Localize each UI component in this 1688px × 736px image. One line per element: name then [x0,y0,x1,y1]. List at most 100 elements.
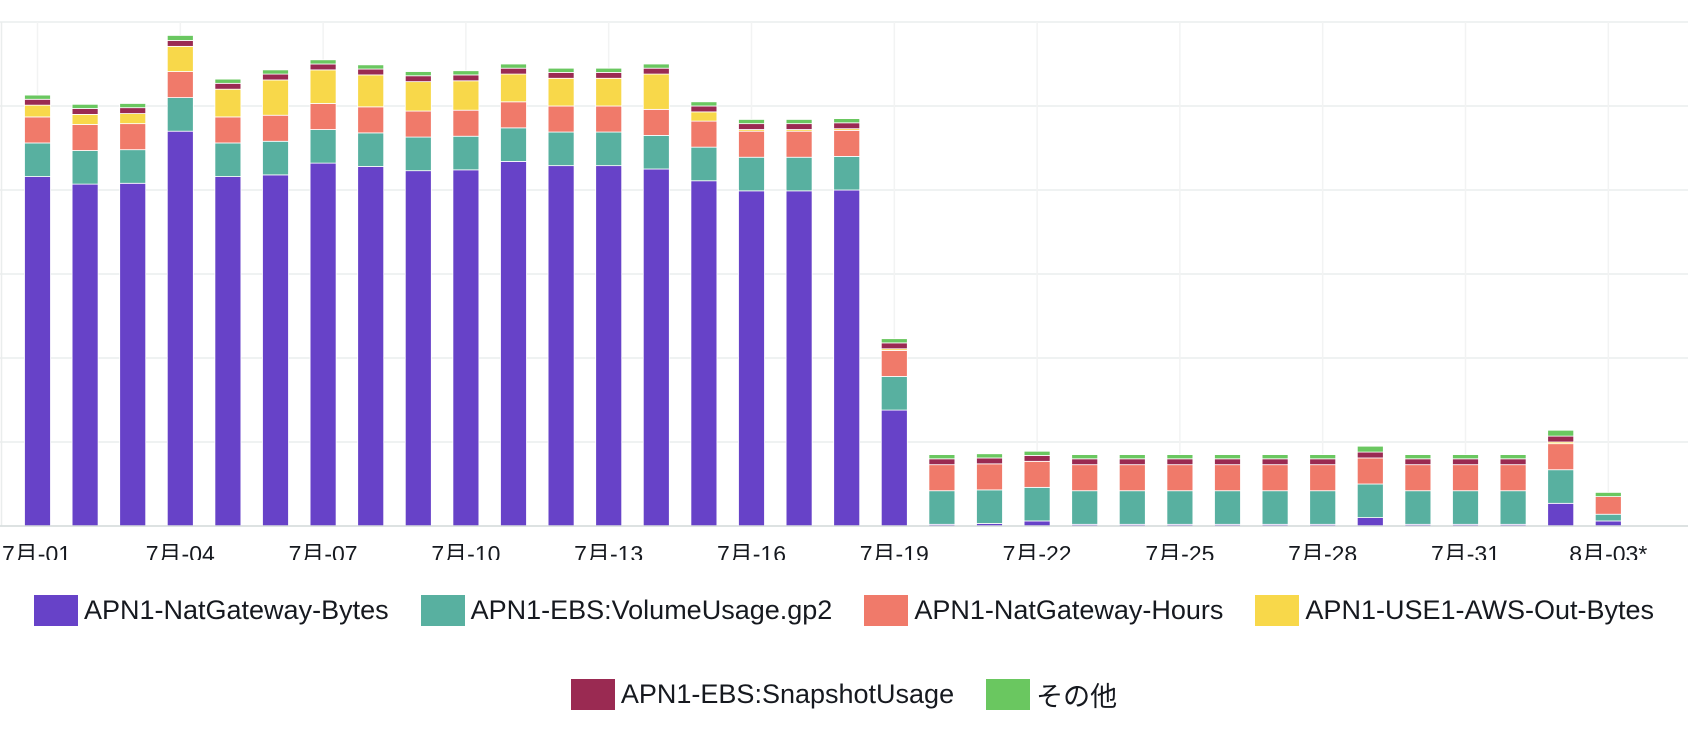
legend-item-ebs-snapshotusage[interactable]: APN1-EBS:SnapshotUsage [570,679,954,710]
bar-segment-apn1-use1-aws-out-bytes[interactable] [357,74,385,108]
bar-segment-[interactable] [1499,454,1527,460]
bar-segment-apn1-natgateway-hours[interactable] [119,123,147,151]
bar-stack[interactable] [119,103,147,527]
bar-segment-apn1-use1-aws-out-bytes[interactable] [547,77,575,107]
bar-segment-apn1-ebs-snapshotusage[interactable] [738,123,765,130]
bar-segment-apn1-natgateway-hours[interactable] [1452,464,1479,492]
bar-stack[interactable] [262,69,289,527]
legend-item-other[interactable]: その他 [986,675,1117,714]
bar-segment-[interactable] [357,64,385,70]
bar-segment-apn1-ebs-snapshotusage[interactable] [357,68,385,76]
bar-segment-[interactable] [404,71,432,77]
bar-segment-[interactable] [1547,429,1575,437]
bar-segment-[interactable] [928,454,956,460]
bar-segment-apn1-ebs-volumeusage-gp2[interactable] [1071,490,1099,525]
bar-segment-apn1-natgateway-hours[interactable] [1499,464,1527,492]
bar-stack[interactable] [595,67,623,527]
bar-segment-[interactable] [1452,454,1479,460]
bar-segment-[interactable] [547,67,575,73]
legend-item-ebs-volumeusage-gp2[interactable]: APN1-EBS:VolumeUsage.gp2 [420,595,832,626]
bar-segment-apn1-natgateway-bytes[interactable] [595,165,623,527]
bar-segment-apn1-natgateway-hours[interactable] [1356,457,1384,485]
bar-segment-apn1-natgateway-bytes[interactable] [1356,517,1384,527]
bar-segment-apn1-ebs-volumeusage-gp2[interactable] [1261,490,1289,525]
bar-segment-apn1-ebs-snapshotusage[interactable] [119,107,147,114]
bar-segment-apn1-ebs-snapshotusage[interactable] [1214,458,1241,466]
bar-segment-apn1-use1-aws-out-bytes[interactable] [166,45,194,72]
bar-segment-apn1-ebs-volumeusage-gp2[interactable] [1118,490,1146,525]
bar-stack[interactable] [71,103,99,527]
bar-segment-apn1-ebs-volumeusage-gp2[interactable] [1309,490,1337,525]
bar-segment-apn1-natgateway-bytes[interactable] [71,183,99,527]
bar-segment-[interactable] [1214,454,1241,460]
bar-segment-apn1-ebs-volumeusage-gp2[interactable] [1452,490,1479,525]
bar-stack[interactable] [214,78,242,527]
bar-stack[interactable] [404,71,432,527]
bar-segment-apn1-natgateway-hours[interactable] [357,106,385,134]
bar-stack[interactable] [1356,445,1384,527]
bar-segment-apn1-ebs-snapshotusage[interactable] [1404,458,1432,466]
bar-segment-apn1-natgateway-hours[interactable] [1023,460,1051,488]
bar-segment-apn1-ebs-volumeusage-gp2[interactable] [262,140,289,176]
bar-segment-apn1-natgateway-bytes[interactable] [1547,502,1575,527]
bar-stack[interactable] [547,67,575,527]
bar-segment-apn1-ebs-volumeusage-gp2[interactable] [500,127,527,162]
bar-segment-apn1-ebs-snapshotusage[interactable] [976,457,1003,465]
bar-segment-[interactable] [738,119,765,125]
bar-segment-[interactable] [690,101,718,107]
bar-segment-apn1-natgateway-bytes[interactable] [547,165,575,527]
bar-segment-apn1-ebs-volumeusage-gp2[interactable] [309,129,337,164]
bar-segment-[interactable] [1166,454,1194,460]
bar-segment-apn1-natgateway-hours[interactable] [1309,464,1337,492]
bar-stack[interactable] [833,118,861,527]
bar-segment-apn1-natgateway-hours[interactable] [24,116,51,144]
bar-segment-apn1-use1-aws-out-bytes[interactable] [214,88,242,118]
bar-segment-apn1-ebs-snapshotusage[interactable] [1309,458,1337,466]
bar-segment-apn1-ebs-snapshotusage[interactable] [595,72,623,79]
bar-segment-apn1-natgateway-hours[interactable] [309,103,337,130]
bar-segment-apn1-ebs-snapshotusage[interactable] [880,342,908,350]
bar-segment-[interactable] [595,67,623,73]
bar-segment-apn1-ebs-snapshotusage[interactable] [547,72,575,79]
bar-segment-apn1-ebs-volumeusage-gp2[interactable] [690,146,718,182]
bar-stack[interactable] [642,63,670,527]
bar-stack[interactable] [690,101,718,527]
bar-segment-apn1-natgateway-bytes[interactable] [309,162,337,527]
bar-segment-apn1-natgateway-hours[interactable] [833,129,861,157]
bar-stack[interactable] [1214,454,1241,527]
bar-segment-apn1-natgateway-hours[interactable] [738,130,765,158]
bar-segment-apn1-natgateway-hours[interactable] [404,110,432,138]
bar-segment-apn1-ebs-snapshotusage[interactable] [833,122,861,130]
bar-segment-apn1-use1-aws-out-bytes[interactable] [119,113,147,125]
bar-segment-apn1-natgateway-hours[interactable] [690,120,718,148]
bar-segment-apn1-ebs-volumeusage-gp2[interactable] [71,150,99,185]
bar-segment-apn1-use1-aws-out-bytes[interactable] [595,77,623,107]
bar-segment-apn1-ebs-volumeusage-gp2[interactable] [976,489,1003,524]
bar-segment-apn1-ebs-volumeusage-gp2[interactable] [166,97,194,132]
bar-segment-apn1-ebs-volumeusage-gp2[interactable] [1404,490,1432,525]
bar-stack[interactable] [1261,454,1289,527]
bar-segment-apn1-use1-aws-out-bytes[interactable] [24,104,51,118]
bar-segment-apn1-natgateway-bytes[interactable] [357,166,385,527]
bar-segment-apn1-ebs-snapshotusage[interactable] [785,123,813,130]
bar-segment-[interactable] [71,103,99,109]
bar-segment-apn1-use1-aws-out-bytes[interactable] [642,73,670,110]
bar-stack[interactable] [976,453,1003,527]
bar-segment-apn1-natgateway-bytes[interactable] [404,170,432,527]
bar-segment-apn1-ebs-snapshotusage[interactable] [166,40,194,47]
bar-segment-apn1-ebs-snapshotusage[interactable] [928,458,956,466]
bar-segment-apn1-ebs-volumeusage-gp2[interactable] [1356,483,1384,518]
bar-segment-apn1-ebs-snapshotusage[interactable] [24,98,51,106]
bar-segment-apn1-natgateway-hours[interactable] [1214,464,1241,492]
bar-stack[interactable] [928,454,956,527]
bar-segment-apn1-ebs-snapshotusage[interactable] [1547,435,1575,443]
bar-segment-apn1-ebs-volumeusage-gp2[interactable] [738,156,765,192]
bar-segment-[interactable] [880,338,908,344]
bar-segment-apn1-ebs-volumeusage-gp2[interactable] [119,149,147,184]
bar-segment-apn1-natgateway-hours[interactable] [214,116,242,144]
bar-segment-apn1-ebs-snapshotusage[interactable] [1118,458,1146,466]
bar-segment-apn1-natgateway-bytes[interactable] [262,174,289,527]
bar-stack[interactable] [1452,454,1479,527]
bar-segment-apn1-ebs-snapshotusage[interactable] [1499,458,1527,466]
bar-segment-apn1-ebs-snapshotusage[interactable] [1261,458,1289,466]
